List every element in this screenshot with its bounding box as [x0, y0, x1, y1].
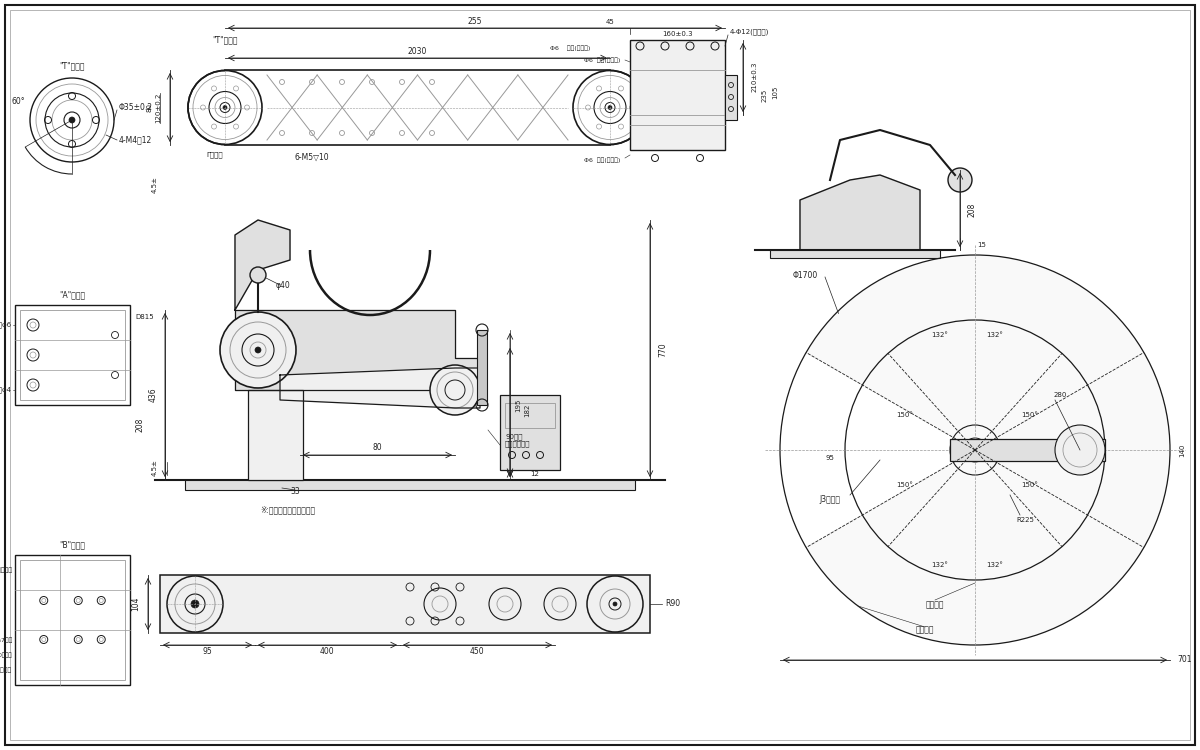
- Text: 80: 80: [146, 103, 152, 112]
- Circle shape: [223, 106, 227, 109]
- Text: 4-M4深12: 4-M4深12: [119, 136, 152, 145]
- Text: 132°: 132°: [931, 332, 948, 338]
- Circle shape: [1055, 425, 1105, 475]
- Text: 6-M5▽10: 6-M5▽10: [295, 152, 329, 161]
- Text: "A"处详图: "A"处详图: [60, 290, 85, 299]
- Text: Φ1700: Φ1700: [792, 271, 817, 280]
- Text: 基本面定位φ10机座孔: 基本面定位φ10机座孔: [0, 652, 12, 658]
- Bar: [770, 250, 940, 258]
- Bar: [248, 390, 302, 480]
- Text: 12: 12: [530, 471, 540, 477]
- Text: Φ25 h7轴径: Φ25 h7轴径: [0, 638, 12, 643]
- Bar: [20, 310, 125, 400]
- Text: 95: 95: [826, 455, 834, 461]
- Text: 701: 701: [1177, 656, 1193, 664]
- Bar: [630, 40, 725, 150]
- Text: 60°: 60°: [11, 98, 25, 106]
- Bar: [160, 575, 650, 633]
- Text: 280: 280: [1054, 392, 1067, 398]
- Text: 150°: 150°: [1021, 412, 1038, 418]
- Text: 132°: 132°: [931, 562, 948, 568]
- Text: 150°: 150°: [1021, 482, 1038, 488]
- Text: 机械停止位置图: 机械停止位置图: [0, 668, 12, 673]
- Text: R225: R225: [1016, 517, 1034, 523]
- Text: 45: 45: [606, 19, 614, 25]
- Text: 4-Φ12(安装孔): 4-Φ12(安装孔): [730, 28, 769, 35]
- Text: 80: 80: [372, 443, 382, 452]
- Text: Φ6  贯穿(定位孔): Φ6 贯穿(定位孔): [583, 158, 620, 163]
- Circle shape: [971, 446, 979, 454]
- Text: 436: 436: [149, 388, 157, 402]
- Text: 235: 235: [762, 88, 768, 102]
- Text: 182: 182: [524, 404, 530, 417]
- Text: 208: 208: [136, 418, 144, 432]
- Text: 210±0.3: 210±0.3: [752, 62, 758, 92]
- Text: Φ6    贯穿(定位孔): Φ6 贯穿(定位孔): [550, 45, 590, 51]
- Polygon shape: [806, 255, 1170, 645]
- Text: 4.5±: 4.5±: [152, 460, 158, 476]
- Text: Γ处详图: Γ处详图: [206, 152, 223, 158]
- Text: 最大区域: 最大区域: [916, 626, 935, 634]
- Bar: [478, 330, 487, 405]
- Text: 150°: 150°: [896, 482, 913, 488]
- Text: 15: 15: [978, 242, 986, 248]
- Text: 140: 140: [1178, 443, 1186, 457]
- Circle shape: [948, 168, 972, 192]
- Text: D815: D815: [134, 314, 154, 320]
- Text: 195: 195: [515, 398, 521, 412]
- Text: 95: 95: [202, 646, 212, 656]
- Text: 400: 400: [319, 646, 335, 656]
- Text: 132°: 132°: [986, 562, 1003, 568]
- Text: ※:机械停止位的冲程余量: ※:机械停止位的冲程余量: [260, 506, 316, 515]
- Text: 用户气管φ6: 用户气管φ6: [0, 322, 12, 328]
- Circle shape: [220, 312, 296, 388]
- Polygon shape: [800, 175, 920, 250]
- Bar: [950, 439, 1105, 461]
- Text: 255: 255: [468, 17, 482, 26]
- Circle shape: [191, 600, 199, 608]
- Polygon shape: [235, 310, 485, 390]
- Bar: [725, 75, 737, 120]
- Circle shape: [613, 602, 617, 606]
- Circle shape: [430, 365, 480, 415]
- Bar: [20, 560, 125, 680]
- Text: Φ6  贯穿(定位孔): Φ6 贯穿(定位孔): [583, 57, 620, 63]
- Text: Φ35±0.2: Φ35±0.2: [119, 104, 154, 112]
- Text: 160±0.3: 160±0.3: [662, 31, 692, 37]
- Text: 150°: 150°: [896, 412, 913, 418]
- Bar: [505, 403, 554, 428]
- Text: J3中心轴: J3中心轴: [818, 496, 840, 505]
- Text: "B"处详图: "B"处详图: [60, 541, 85, 550]
- Text: 105: 105: [772, 86, 778, 99]
- Text: 120±0.2: 120±0.2: [155, 92, 161, 123]
- Text: 33: 33: [290, 488, 300, 496]
- Circle shape: [250, 267, 266, 283]
- Text: 90以上
线缆预留空间: 90以上 线缆预留空间: [505, 433, 530, 447]
- Text: 208: 208: [967, 202, 977, 217]
- Bar: [14, 555, 130, 685]
- Text: 用户气管φ4: 用户气管φ4: [0, 387, 12, 393]
- Text: 770: 770: [659, 343, 667, 357]
- Text: R90: R90: [665, 599, 680, 608]
- Text: 104: 104: [132, 597, 140, 611]
- Text: 工作区域: 工作区域: [925, 601, 944, 610]
- Circle shape: [608, 106, 612, 109]
- Text: 1mm平面切槽: 1mm平面切槽: [0, 567, 12, 573]
- Polygon shape: [235, 220, 290, 310]
- Text: 4.5±: 4.5±: [152, 176, 158, 194]
- Text: "T"处详图: "T"处详图: [212, 35, 238, 44]
- Text: 2030: 2030: [408, 47, 427, 56]
- Text: 132°: 132°: [986, 332, 1003, 338]
- Circle shape: [70, 117, 74, 123]
- Bar: [185, 480, 635, 490]
- Text: φ40: φ40: [276, 280, 290, 290]
- Polygon shape: [280, 368, 480, 408]
- Circle shape: [256, 347, 262, 353]
- Text: 450: 450: [469, 646, 485, 656]
- Bar: [14, 305, 130, 405]
- Bar: [500, 395, 560, 470]
- Text: "T"处详图: "T"处详图: [59, 62, 85, 70]
